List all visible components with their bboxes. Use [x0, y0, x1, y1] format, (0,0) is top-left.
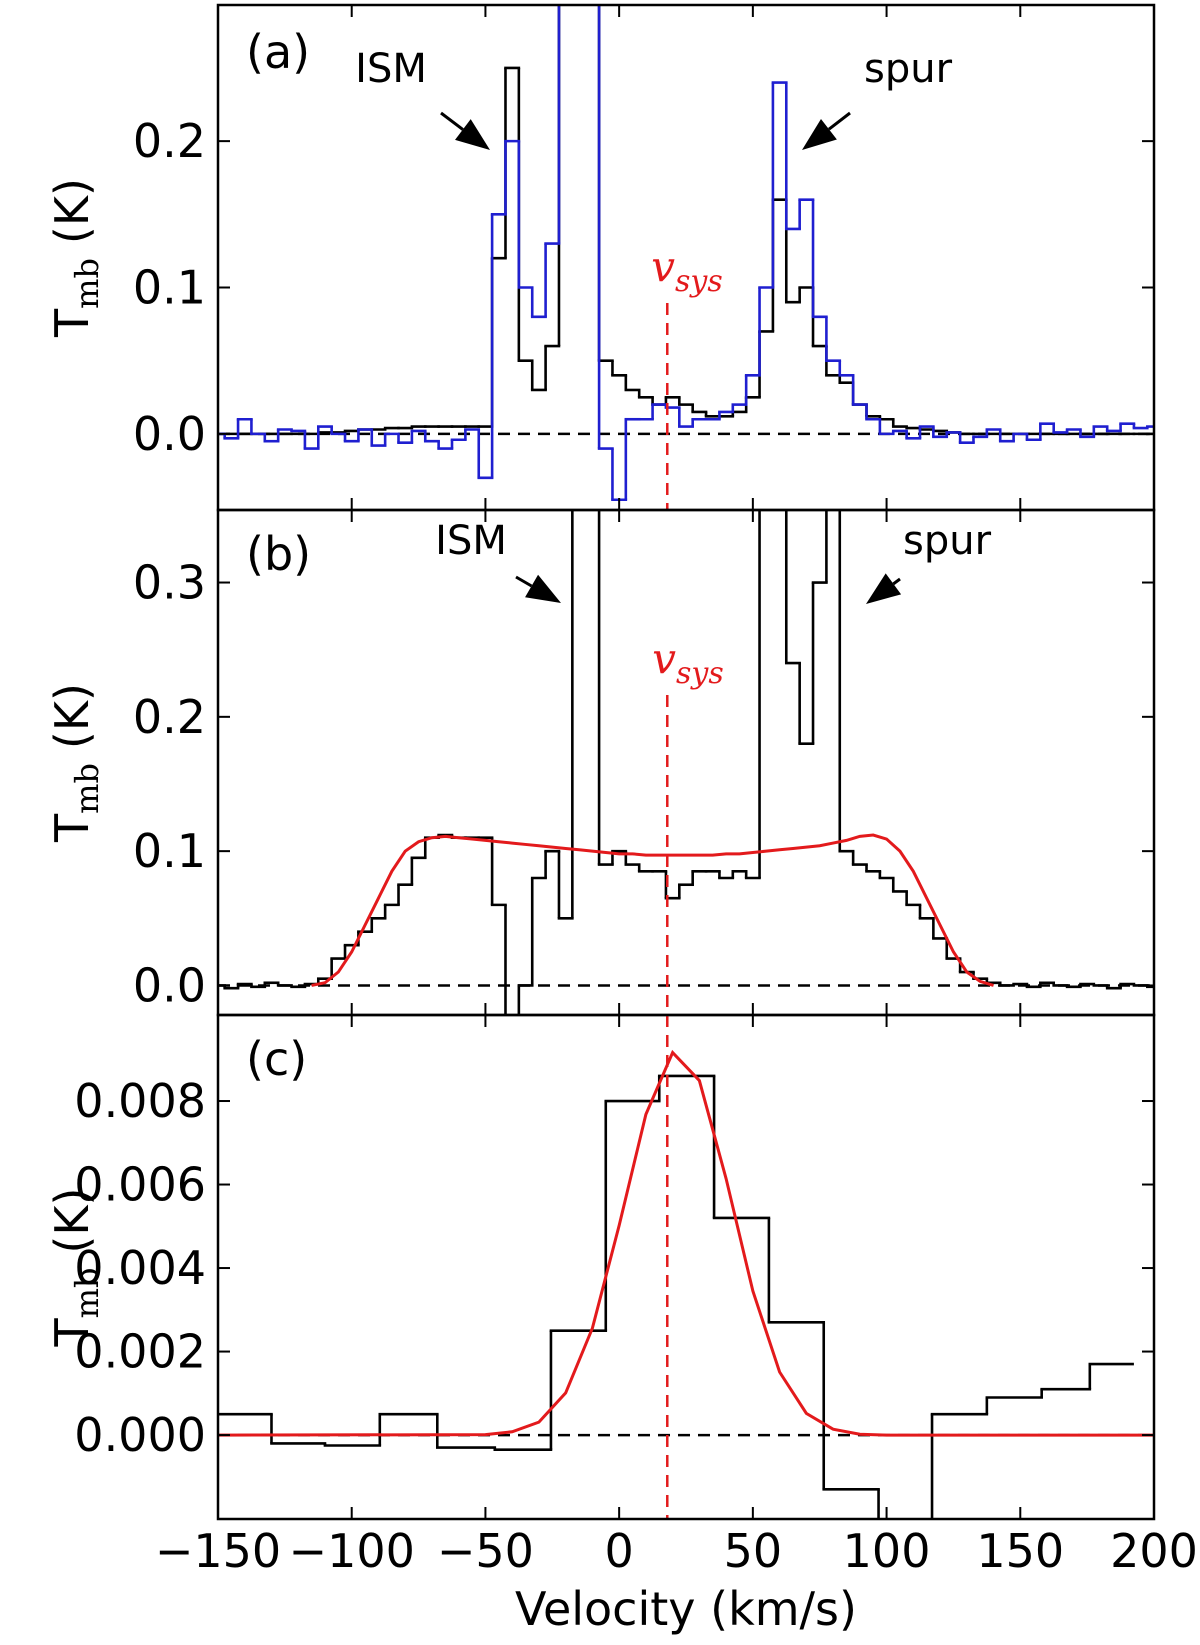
annotation-arrowhead — [455, 119, 490, 150]
plot-area — [218, 5, 1154, 502]
vsys-main: v — [651, 242, 675, 291]
ylabel-sub: mb — [68, 763, 106, 814]
vsys-label: vsys — [652, 634, 723, 691]
x-axis-label: Velocity (km/s) — [515, 1582, 857, 1636]
y-tick-label: 0.002 — [74, 1325, 206, 1379]
y-tick-label: 0.2 — [133, 114, 206, 168]
annotation-arrowhead — [525, 574, 561, 603]
plot-area — [218, 510, 1154, 1015]
ylabel-sub: mb — [68, 258, 106, 309]
annotation: spur — [864, 46, 953, 92]
ylabel-main: T — [45, 308, 99, 338]
fit-curve — [311, 833, 994, 987]
frame — [216, 1013, 1156, 1521]
vsys-label: vsys — [651, 242, 722, 299]
ylabel-unit: (K) — [45, 1188, 99, 1254]
y-axis-label: Tmb (K) — [45, 178, 106, 338]
y-tick-label: 0.008 — [74, 1074, 206, 1128]
annotation-arrow — [892, 577, 901, 586]
annotation: ISM — [435, 518, 507, 564]
ylabel-main: T — [45, 1318, 99, 1348]
annotation: ISM — [355, 46, 427, 92]
x-tick-label: 100 — [843, 1524, 931, 1578]
x-tick-label: 0 — [605, 1524, 634, 1578]
x-tick-label: −100 — [289, 1524, 415, 1578]
panel-label: (c) — [246, 1032, 307, 1086]
x-tick-label: 200 — [1110, 1524, 1198, 1578]
panel-label: (b) — [246, 527, 311, 581]
vsys-main: v — [652, 634, 676, 683]
fit-curve — [218, 1049, 1154, 1437]
y-tick-label: 0.1 — [133, 261, 206, 315]
ylabel-sub: mb — [68, 1268, 106, 1319]
annotation-arrow — [515, 575, 533, 588]
annotation-arrowhead — [802, 118, 837, 150]
y-tick-label: 0.006 — [74, 1158, 206, 1212]
y-axis-label: Tmb (K) — [45, 683, 106, 843]
y-tick-label: 0.000 — [74, 1408, 206, 1462]
vsys-sub: sys — [676, 656, 724, 691]
ylabel-main: T — [45, 813, 99, 843]
ylabel-unit: (K) — [45, 178, 99, 244]
annotation-arrowhead — [866, 573, 902, 604]
x-tick-label: −50 — [437, 1524, 534, 1578]
y-tick-label: 0.0 — [133, 958, 206, 1012]
panel-label: (a) — [246, 25, 310, 79]
x-tick-label: −150 — [155, 1524, 281, 1578]
annotation-arrow — [440, 111, 464, 131]
y-tick-label: 0.2 — [133, 690, 206, 744]
ylabel-unit: (K) — [45, 683, 99, 749]
annotation-arrow — [828, 111, 851, 131]
annotation: spur — [903, 518, 992, 564]
vsys-sub: sys — [675, 264, 723, 299]
y-tick-label: 0.004 — [74, 1241, 206, 1295]
y-tick-label: 0.1 — [133, 824, 206, 878]
y-tick-label: 0.3 — [133, 556, 206, 610]
x-tick-label: 150 — [976, 1524, 1064, 1578]
plot-area — [218, 1049, 1154, 1519]
y-axis-label: Tmb (K) — [45, 1188, 106, 1348]
x-tick-label: 50 — [724, 1524, 783, 1578]
y-tick-label: 0.0 — [133, 407, 206, 461]
